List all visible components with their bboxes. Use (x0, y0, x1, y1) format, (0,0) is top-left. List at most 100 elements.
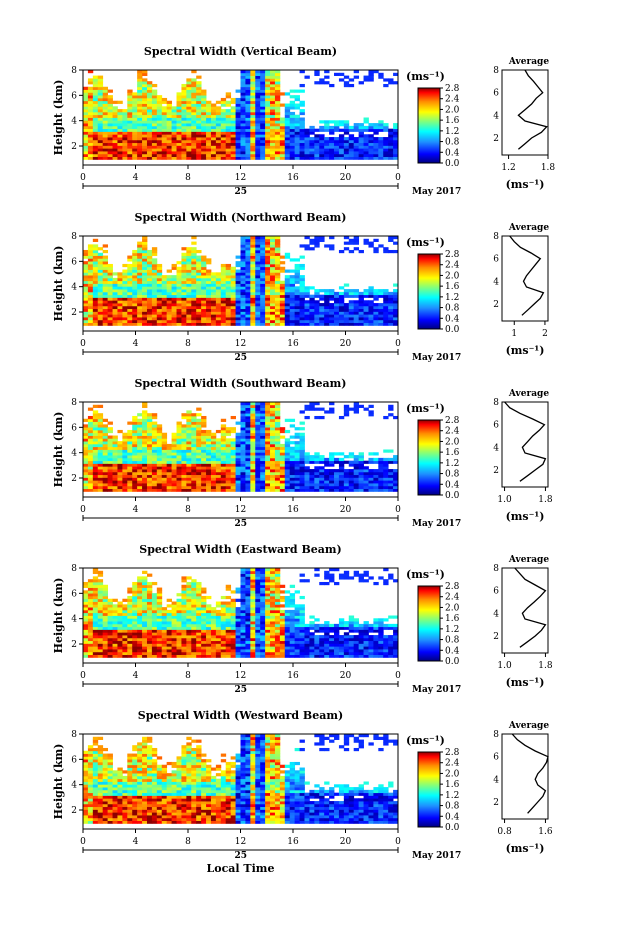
heatmap-cell (142, 114, 148, 118)
heatmap-cell (393, 314, 399, 318)
heatmap-cell (166, 100, 172, 104)
heatmap-cell (353, 457, 360, 462)
heatmap-cell (156, 626, 163, 630)
heatmap-cell (299, 477, 305, 481)
heatmap-cell (166, 477, 172, 481)
heatmap-cell (206, 289, 212, 293)
heatmap-cell (299, 311, 305, 315)
heatmap-cell (151, 643, 158, 647)
heatmap-cell (388, 311, 394, 315)
heatmap-cell (137, 117, 143, 121)
heatmap-cell (373, 477, 379, 481)
heatmap-cell (363, 128, 369, 132)
heatmap-cell (250, 402, 256, 406)
heatmap-cell (304, 247, 310, 251)
heatmap-cell (161, 651, 168, 656)
heatmap-cell (294, 128, 300, 132)
heatmap-cell (393, 142, 399, 146)
heatmap-cell (156, 103, 163, 107)
heatmap-cell (151, 120, 158, 124)
heatmap-cell (156, 114, 163, 118)
heatmap-cell (309, 474, 315, 478)
heatmap-cell (137, 311, 143, 315)
heatmap-cell (186, 446, 192, 450)
heatmap-cell (274, 443, 281, 448)
heatmap-cell (309, 457, 315, 462)
heatmap-cell (142, 427, 148, 431)
heatmap-cell (142, 291, 148, 296)
heatmap-cell (210, 317, 217, 321)
heatmap-cell (117, 429, 123, 434)
heatmap-cell (87, 289, 94, 293)
heatmap-cell (378, 308, 384, 312)
heatmap-cell (117, 629, 123, 633)
heatmap-cell (151, 308, 158, 312)
heatmap-cell (250, 120, 256, 124)
heatmap-cell (284, 277, 291, 282)
heatmap-cell (235, 488, 241, 492)
heatmap-cell (191, 308, 197, 312)
heatmap-cell (245, 249, 251, 254)
heatmap-cell (186, 595, 192, 600)
heatmap-cell (87, 100, 94, 104)
heatmap-cell (220, 474, 227, 478)
x-tick-label: 20 (340, 173, 352, 183)
heatmap-cell (107, 609, 113, 614)
heatmap-cell (299, 303, 305, 307)
heatmap-cell (334, 322, 340, 326)
heatmap-cell (206, 297, 212, 301)
heatmap-cell (151, 277, 158, 282)
heatmap-cell (102, 590, 109, 594)
heatmap-cell (343, 488, 350, 492)
heatmap-cell (102, 623, 109, 628)
heatmap-cell (358, 322, 364, 326)
heatmap-cell (191, 305, 197, 310)
heatmap-cell (122, 635, 128, 639)
heatmap-cell (112, 142, 118, 146)
heatmap-cell (368, 314, 374, 318)
heatmap-cell (107, 134, 113, 138)
heatmap-cell (191, 128, 197, 132)
heatmap-cell (97, 654, 104, 658)
heatmap-cell (368, 153, 374, 158)
heatmap-cell (225, 449, 232, 453)
heatmap-cell (117, 635, 123, 639)
heatmap-cell (92, 283, 99, 287)
heatmap-cell (191, 646, 197, 650)
heatmap-cell (137, 111, 143, 116)
heatmap-cell (294, 277, 300, 282)
heatmap-cell (161, 106, 168, 110)
heatmap-cell (353, 303, 360, 307)
heatmap-cell (265, 421, 271, 425)
heatmap-cell (388, 317, 394, 321)
heatmap-cell (368, 75, 374, 79)
heatmap-cell (230, 471, 236, 476)
heatmap-cell (186, 649, 192, 653)
heatmap-cell (146, 319, 153, 324)
heatmap-cell (161, 474, 168, 478)
heatmap-cell (348, 139, 355, 144)
heatmap-cell (201, 106, 207, 110)
heatmap-cell (176, 266, 182, 270)
heatmap-cell (314, 460, 320, 464)
heatmap-cell (117, 607, 123, 611)
heatmap-cell (245, 441, 251, 445)
heatmap-cell (289, 308, 296, 312)
heatmap-cell (358, 291, 364, 296)
heatmap-cell (83, 477, 89, 481)
heatmap-cell (279, 151, 286, 155)
heatmap-cell (132, 615, 138, 619)
heatmap-cell (102, 305, 109, 310)
heatmap-cell (142, 651, 148, 656)
heatmap-cell (137, 618, 143, 622)
y-tick-label: 4 (71, 283, 77, 293)
heatmap-cell (260, 269, 266, 273)
heatmap-cell (250, 449, 256, 453)
heatmap-cell (107, 109, 113, 113)
heatmap-cell (176, 643, 182, 647)
heatmap-cell (171, 266, 177, 270)
heatmap-cell (181, 435, 187, 439)
heatmap-cell (102, 120, 109, 124)
heatmap-cell (299, 103, 305, 107)
heatmap-cell (235, 485, 241, 490)
